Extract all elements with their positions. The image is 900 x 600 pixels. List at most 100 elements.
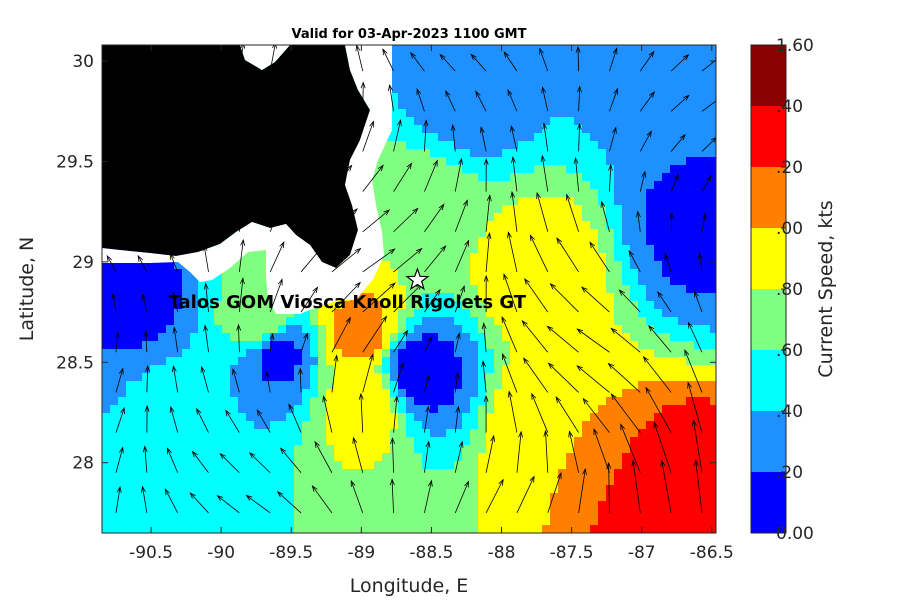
field-cell — [166, 333, 175, 342]
field-cell — [518, 85, 527, 94]
field-cell — [398, 277, 407, 286]
field-cell — [638, 493, 647, 502]
field-cell — [686, 229, 695, 238]
field-cell — [502, 349, 511, 358]
current-arrow — [389, 478, 395, 513]
field-cell — [102, 469, 111, 478]
field-cell — [174, 373, 183, 382]
field-cell — [710, 285, 716, 294]
field-cell — [694, 397, 703, 406]
field-cell — [462, 309, 471, 318]
field-cell — [302, 485, 311, 494]
field-cell — [166, 453, 175, 462]
field-cell — [494, 109, 503, 118]
field-cell — [662, 429, 671, 438]
field-cell — [166, 413, 175, 422]
field-cell — [694, 325, 703, 334]
field-cell — [630, 205, 639, 214]
field-cell — [590, 389, 599, 398]
field-cell — [558, 325, 567, 334]
current-arrow — [639, 170, 647, 192]
current-arrow — [172, 45, 179, 72]
field-cell — [158, 509, 167, 518]
field-cell — [510, 173, 519, 182]
field-cell — [686, 461, 695, 470]
field-cell — [462, 285, 471, 294]
field-cell — [462, 325, 471, 334]
field-cell — [590, 373, 599, 382]
field-cell — [246, 525, 255, 533]
field-cell — [174, 309, 183, 318]
field-cell — [142, 421, 151, 430]
field-cell — [534, 381, 543, 390]
field-cell — [518, 469, 527, 478]
field-cell — [494, 85, 503, 94]
field-cell — [646, 301, 655, 310]
field-cell — [662, 349, 671, 358]
field-cell — [414, 213, 423, 222]
field-cell — [470, 269, 479, 278]
field-cell — [390, 309, 399, 318]
field-cell — [278, 357, 287, 366]
field-cell — [590, 93, 599, 102]
field-cell — [126, 373, 135, 382]
field-cell — [574, 349, 583, 358]
field-cell — [710, 381, 716, 390]
field-cell — [390, 101, 399, 110]
field-cell — [254, 261, 263, 270]
field-cell — [462, 45, 471, 54]
field-cell — [614, 477, 623, 486]
field-cell — [638, 213, 647, 222]
field-cell — [638, 61, 647, 70]
field-cell — [566, 501, 575, 510]
field-cell — [526, 397, 535, 406]
field-cell — [630, 117, 639, 126]
field-cell — [350, 325, 359, 334]
field-cell — [670, 501, 679, 510]
field-cell — [270, 413, 279, 422]
field-cell — [454, 53, 463, 62]
field-cell — [326, 301, 335, 310]
field-cell — [630, 349, 639, 358]
field-cell — [542, 45, 551, 54]
field-cell — [182, 517, 191, 526]
field-cell — [694, 405, 703, 414]
field-cell — [126, 333, 135, 342]
field-cell — [478, 517, 487, 526]
current-arrow — [269, 161, 280, 192]
field-cell — [438, 349, 447, 358]
field-cell — [110, 421, 119, 430]
field-cell — [662, 333, 671, 342]
field-cell — [598, 125, 607, 134]
field-cell — [366, 317, 375, 326]
field-cell — [646, 333, 655, 342]
field-cell — [414, 293, 423, 302]
field-cell — [502, 245, 511, 254]
field-cell — [390, 381, 399, 390]
field-cell — [630, 157, 639, 166]
field-cell — [550, 405, 559, 414]
field-cell — [198, 357, 207, 366]
current-arrow — [511, 156, 518, 192]
current-arrow — [424, 203, 445, 232]
field-cell — [494, 277, 503, 286]
field-cell — [534, 61, 543, 70]
field-cell — [246, 413, 255, 422]
field-cell — [350, 501, 359, 510]
field-cell — [470, 69, 479, 78]
field-cell — [502, 117, 511, 126]
field-cell — [438, 437, 447, 446]
field-cell — [422, 485, 431, 494]
field-cell — [166, 397, 175, 406]
field-cell — [222, 325, 231, 334]
field-cell — [382, 509, 391, 518]
field-cell — [478, 349, 487, 358]
field-cell — [478, 253, 487, 262]
field-cell — [334, 317, 343, 326]
current-arrow — [388, 83, 394, 112]
field-cell — [582, 133, 591, 142]
field-cell — [670, 445, 679, 454]
field-cell — [462, 205, 471, 214]
field-cell — [390, 93, 399, 102]
field-cell — [502, 293, 511, 302]
